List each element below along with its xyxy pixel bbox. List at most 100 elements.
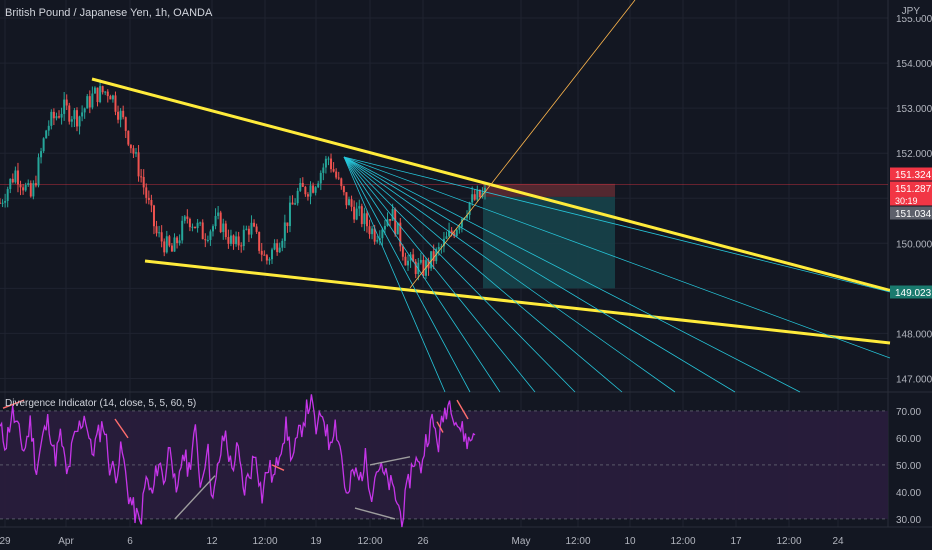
candle-body [404,256,407,266]
candle-body [124,117,127,131]
candle-body [383,225,386,230]
candle-body [40,151,43,158]
candle-body [70,119,73,122]
x-tick-label: 12:00 [252,536,277,547]
candle-body [484,187,486,193]
candle-body [135,152,138,154]
candle-body [396,222,399,235]
candle-body [37,157,40,186]
candle-body [360,206,363,225]
candle-body [330,158,333,170]
candle-body [473,194,476,200]
price-label-box [890,181,932,195]
candle-body [389,219,392,221]
candle-body [22,187,25,191]
candle-body [317,183,320,188]
fan-line[interactable] [343,156,501,393]
candle-body [381,229,384,239]
fan-line-steep[interactable] [409,0,636,289]
candle-body [219,212,222,233]
candle-body [466,214,469,218]
candle-body [101,86,104,93]
candle-body [42,138,45,152]
divergence-mark [436,421,444,433]
candle-body [478,189,481,198]
candle-body [217,212,220,216]
candle-body [93,87,96,94]
candle-body [296,190,299,204]
candle-body [73,110,76,120]
divergence-mark [114,418,129,439]
candle-body [391,209,394,221]
candle-body [286,222,289,227]
candle-body [145,187,148,198]
price-label: 30:19 [895,196,918,206]
candle-body [399,222,402,247]
candle-body [75,110,78,127]
fan-line[interactable] [343,156,576,393]
candle-body [109,96,112,100]
candle-body [11,178,14,183]
price-label-box [890,285,932,299]
candle-body [47,125,50,131]
candle-body [235,236,238,245]
candle-body [178,240,181,244]
x-tick-label: 12:00 [776,536,801,547]
candle-body [16,170,19,185]
candle-body [368,226,371,235]
candle-body [181,220,184,241]
candle-body [186,216,189,219]
candle-body [129,144,132,149]
fan-line[interactable] [343,156,676,393]
trendline-lower[interactable] [144,259,891,345]
candle-body [278,247,281,253]
candle-body [86,96,89,109]
candle-body [27,183,30,186]
candle-body [227,237,230,244]
fan-line[interactable] [343,156,736,393]
candle-body [304,186,307,195]
candle-body [165,236,168,253]
candle-body [435,249,438,262]
candle-body [196,222,199,229]
fan-line[interactable] [343,156,891,293]
candle-body [312,185,315,193]
candle-body [332,169,335,172]
candle-body [455,229,458,237]
position-stop-zone[interactable] [483,183,615,197]
candle-body [432,251,435,262]
fan-line[interactable] [343,156,446,393]
candle-body [122,110,125,118]
candle-body [306,194,309,197]
candle-body [276,243,279,253]
fan-line[interactable] [343,156,471,393]
currency-label[interactable]: JPY [899,6,922,17]
candle-body [224,223,227,238]
fan-line[interactable] [343,156,536,393]
candle-body [322,167,325,173]
fan-line[interactable] [343,156,891,359]
candle-body [412,254,415,262]
fan-line[interactable] [343,156,801,393]
candle-body [91,93,94,108]
y-tick-label: 152.000 [896,149,932,160]
candle-body [476,189,479,200]
x-tick-label: 19 [310,536,322,547]
candle-body [440,246,443,248]
candle-body [247,228,250,235]
candle-body [445,236,448,239]
candle-body [168,236,171,246]
y-tick-label: 148.000 [896,329,932,340]
candle-body [245,228,248,230]
x-tick-label: 29 [0,536,11,547]
fan-line[interactable] [343,156,623,393]
candle-body [253,222,256,227]
divergence-mark [2,399,25,409]
candle-body [32,183,35,197]
x-tick-label: 12:00 [670,536,695,547]
rsi-tick-label: 50.00 [896,461,921,472]
candle-body [345,192,348,206]
position-target-zone[interactable] [483,196,615,289]
